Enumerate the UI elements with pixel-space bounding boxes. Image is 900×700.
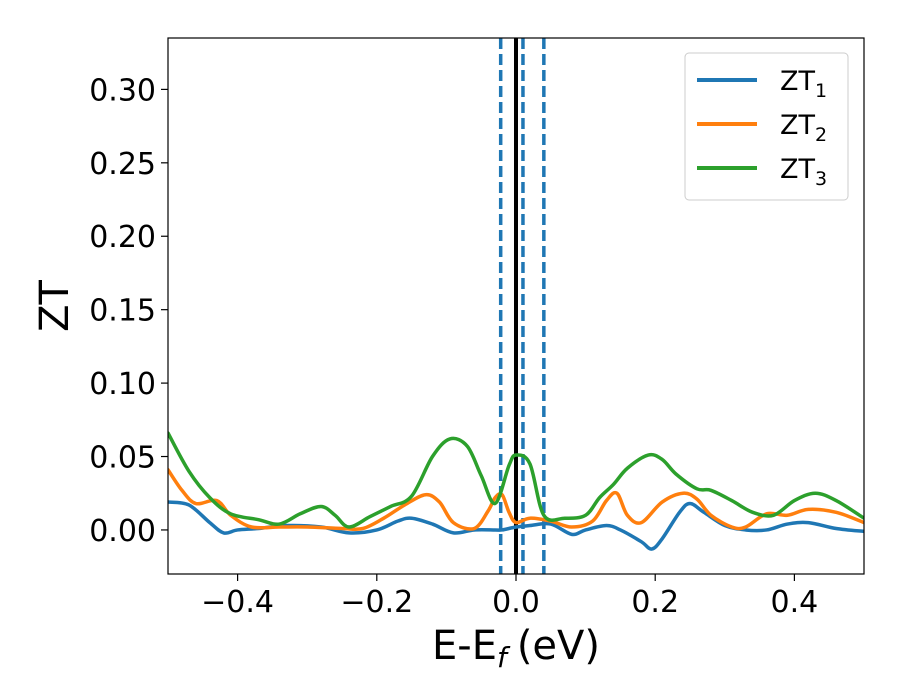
x-tick-label: 0.2: [631, 585, 679, 620]
series-line-zt2: [168, 467, 864, 532]
y-tick-label: 0.15: [89, 294, 156, 329]
legend-label-zt1: ZT1: [780, 66, 827, 102]
x-axis-title-main: E-E: [432, 623, 497, 669]
legend-label-zt3: ZT3: [780, 154, 827, 190]
x-tick-label: −0.2: [340, 585, 413, 620]
legend-box: [684, 52, 849, 201]
y-tick-label: 0.05: [89, 441, 156, 476]
x-axis: −0.4 −0.2 0.0 0.2 0.4: [201, 574, 818, 620]
x-axis-title: E-Ef (eV): [432, 623, 600, 674]
legend: ZT1 ZT2 ZT3: [684, 52, 849, 201]
legend-label-zt2: ZT2: [780, 110, 827, 146]
y-axis-title: ZT: [32, 280, 78, 332]
y-tick-label: 0.20: [89, 220, 156, 255]
x-tick-label: −0.4: [201, 585, 274, 620]
reference-lines: [498, 38, 546, 574]
x-tick-label: 0.4: [771, 585, 819, 620]
y-axis: 0.00 0.05 0.10 0.15 0.20 0.25 0.30: [89, 73, 168, 549]
y-tick-label: 0.30: [89, 73, 156, 108]
series-line-zt3: [168, 431, 864, 529]
y-tick-label: 0.00: [89, 514, 156, 549]
y-tick-label: 0.10: [89, 367, 156, 402]
x-axis-title-sub: f: [497, 641, 511, 674]
series-lines: [168, 431, 864, 551]
x-tick-label: 0.0: [492, 585, 540, 620]
y-tick-label: 0.25: [89, 147, 156, 182]
x-axis-title-unit: (eV): [517, 623, 600, 669]
